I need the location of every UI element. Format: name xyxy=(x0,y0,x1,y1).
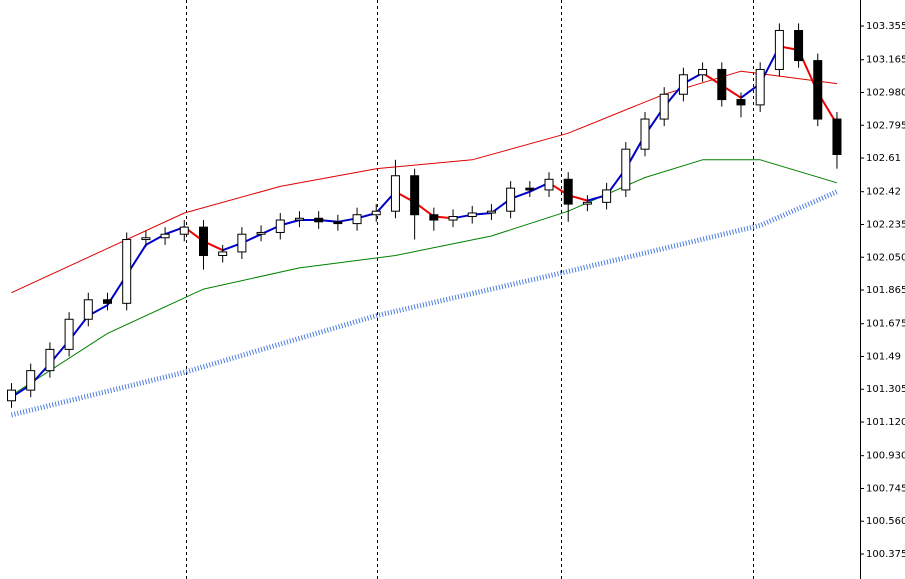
indicator-line xyxy=(10,45,781,399)
candle-body xyxy=(813,60,823,120)
candle-body xyxy=(602,189,612,203)
candle-body xyxy=(410,175,420,216)
y-tick-label: 101.120 xyxy=(866,417,905,428)
y-tick-label: 102.235 xyxy=(866,219,905,230)
candle-body xyxy=(448,216,458,221)
candle-body xyxy=(486,210,496,214)
candle-body xyxy=(218,251,228,256)
candle-body xyxy=(755,68,765,106)
candle-body xyxy=(7,389,17,402)
candle-body xyxy=(832,118,842,155)
candle-body xyxy=(467,212,477,218)
candle-body xyxy=(352,214,362,225)
candle-body xyxy=(64,318,74,350)
candle-body xyxy=(525,187,535,191)
candle-body xyxy=(160,233,170,239)
y-tick-label: 103.355 xyxy=(866,21,905,32)
candle-body xyxy=(582,201,592,205)
y-tick-label: 101.675 xyxy=(866,319,905,330)
candle-body xyxy=(103,299,112,304)
candle-body xyxy=(198,226,208,256)
candle-body xyxy=(294,217,304,221)
y-tick-label: 102.42 xyxy=(866,187,901,198)
candle-body xyxy=(371,210,381,216)
y-tick-label: 102.980 xyxy=(866,87,905,98)
candle-body xyxy=(563,178,573,205)
y-tick-label: 102.61 xyxy=(866,153,901,164)
candle-body xyxy=(141,237,151,241)
candle-body xyxy=(659,93,669,120)
candle-body xyxy=(717,68,727,101)
candle-body xyxy=(333,221,343,225)
candle-body xyxy=(237,233,247,253)
y-tick-label: 103.165 xyxy=(866,55,905,66)
candle-body xyxy=(774,29,784,70)
candle-body xyxy=(698,68,708,76)
candle-body xyxy=(544,178,554,191)
y-tick-label: 100.375 xyxy=(866,549,905,560)
y-tick-label: 100.560 xyxy=(866,516,905,527)
y-tick-label: 100.745 xyxy=(866,483,905,494)
candle-body xyxy=(390,175,400,212)
y-tick-label: 100.930 xyxy=(866,451,905,462)
indicator-line xyxy=(10,189,839,418)
candle-body xyxy=(678,74,688,95)
candle-body xyxy=(275,219,285,233)
candle-body xyxy=(640,118,650,150)
candle-body xyxy=(122,239,132,304)
candle-body xyxy=(26,370,36,391)
candle-body xyxy=(45,348,55,372)
period-separators xyxy=(186,0,754,579)
y-tick-label: 101.305 xyxy=(866,384,905,395)
y-tick-label: 102.050 xyxy=(866,252,905,263)
candle-body xyxy=(83,299,93,320)
candle-body xyxy=(179,226,189,235)
candle-body xyxy=(736,99,746,106)
indicator-line xyxy=(11,159,838,396)
candle-body xyxy=(314,217,324,223)
candle-body xyxy=(429,214,439,221)
y-tick-label: 101.49 xyxy=(866,351,901,362)
candle-body xyxy=(794,29,804,62)
y-tick-label: 102.795 xyxy=(866,120,905,131)
candle-body xyxy=(621,148,631,191)
candle-body xyxy=(256,231,266,235)
y-tick-label: 101.865 xyxy=(866,285,905,296)
candle-body xyxy=(506,187,516,212)
